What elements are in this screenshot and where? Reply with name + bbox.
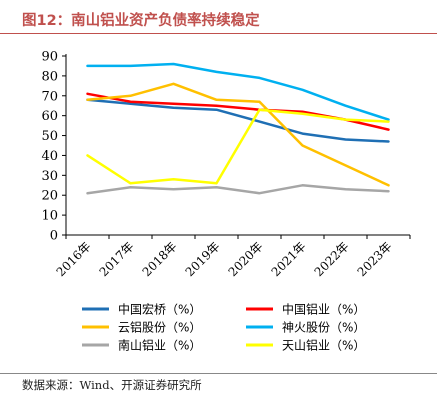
legend-label: 云铝股份（%） bbox=[118, 320, 201, 335]
y-tick-label: 70 bbox=[41, 89, 58, 104]
y-tick-label: 10 bbox=[41, 209, 58, 224]
x-tick-label: 2016年 bbox=[54, 239, 94, 279]
series-line bbox=[86, 108, 390, 185]
legend-label: 天山铝业（%） bbox=[282, 338, 365, 353]
x-tick-label: 2021年 bbox=[269, 239, 309, 279]
x-tick-label: 2017年 bbox=[97, 239, 137, 279]
y-tick-label: 0 bbox=[50, 229, 58, 244]
legend-label: 中国铝业（%） bbox=[282, 302, 365, 317]
series-line bbox=[86, 82, 390, 187]
legend-label: 中国宏桥（%） bbox=[118, 302, 201, 317]
x-tick-label: 2022年 bbox=[312, 239, 352, 279]
x-tick-label: 2020年 bbox=[226, 239, 266, 279]
x-tick-label: 2018年 bbox=[140, 239, 180, 279]
x-tick-label: 2019年 bbox=[183, 239, 223, 279]
y-tick-label: 60 bbox=[41, 109, 58, 124]
x-tick-label: 2023年 bbox=[355, 239, 395, 279]
y-tick-label: 30 bbox=[41, 169, 58, 184]
series-line bbox=[86, 92, 390, 131]
chart-title: 图12：南山铝业资产负债率持续稳定 bbox=[22, 13, 260, 29]
series-line bbox=[86, 62, 390, 121]
series-line bbox=[86, 184, 390, 195]
title-divider bbox=[0, 33, 437, 34]
y-axis-ticks: 0 10 20 30 40 50 60 70 80 90 bbox=[41, 50, 66, 244]
legend-label: 南山铝业（%） bbox=[118, 338, 201, 353]
footer-divider bbox=[0, 373, 437, 374]
y-tick-label: 20 bbox=[41, 189, 58, 204]
legend-label: 神火股份（%） bbox=[282, 321, 365, 335]
y-tick-label: 40 bbox=[41, 149, 58, 164]
line-chart: 0 10 20 30 40 50 60 70 80 90 2016年 2017年 2018年 2019年… bbox=[41, 50, 411, 353]
series-lines bbox=[86, 62, 390, 195]
data-source-note: 数据来源：Wind、开源证券研究所 bbox=[22, 378, 202, 392]
legend: 中国宏桥（%） 中国铝业（%） 云铝股份（%） 神火股份（%） 南山铝业（%） 天山铝业（… bbox=[82, 302, 365, 353]
y-tick-label: 90 bbox=[41, 50, 58, 65]
x-axis-ticks: 2016年 2017年 2018年 2019年 2020年 2021年 2022年 2023年 bbox=[54, 235, 411, 279]
y-tick-label: 50 bbox=[41, 129, 58, 144]
series-line bbox=[86, 98, 390, 143]
y-tick-label: 80 bbox=[41, 69, 58, 84]
